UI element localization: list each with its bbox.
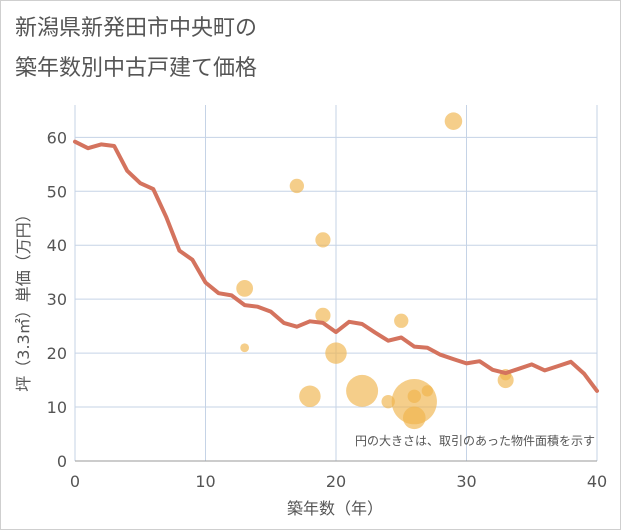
bubble-point	[325, 342, 347, 364]
bubble-point	[315, 232, 331, 248]
chart-title-line-1: 新潟県新発田市中央町の	[15, 16, 258, 41]
y-tick-label: 50	[47, 182, 67, 201]
y-tick-label: 40	[47, 236, 67, 255]
x-tick-label: 10	[195, 472, 215, 491]
axis-ticks: 0 10 20 30 40 50 60 0 10 20 30 40	[47, 128, 608, 491]
y-tick-label: 30	[47, 290, 67, 309]
bubble-point	[299, 385, 321, 408]
y-tick-label: 60	[47, 128, 67, 147]
average-price-line	[73, 139, 599, 393]
chart-title-line-2: 築年数別中古戸建て価格	[15, 56, 258, 81]
bubble-point	[236, 280, 254, 297]
bubble-point	[240, 343, 250, 353]
bubble-point	[444, 112, 463, 130]
bubble-point	[381, 394, 395, 409]
bubble-point	[289, 178, 305, 194]
bubble-point	[346, 374, 379, 407]
bubble-point	[421, 385, 434, 397]
bubble-point	[407, 389, 421, 403]
y-tick-label: 10	[47, 398, 67, 417]
bubble-point	[402, 406, 426, 430]
average-price-polyline	[73, 139, 599, 393]
y-axis-label: 坪（3.3㎡）単価（万円）	[14, 206, 33, 391]
gridlines	[74, 105, 598, 462]
bubble-point	[394, 313, 409, 328]
x-axis-label: 築年数（年）	[287, 499, 383, 518]
x-tick-label: 20	[326, 472, 346, 491]
bubble-point	[315, 307, 331, 323]
bubbles	[236, 112, 514, 430]
bubble-size-note: 円の大きさは、取引のあった物件面積を示す	[355, 433, 595, 448]
x-tick-label: 30	[456, 472, 476, 491]
x-tick-label: 0	[70, 472, 80, 491]
y-tick-label: 0	[57, 452, 67, 471]
y-tick-label: 20	[47, 344, 67, 363]
x-tick-label: 40	[587, 472, 607, 491]
